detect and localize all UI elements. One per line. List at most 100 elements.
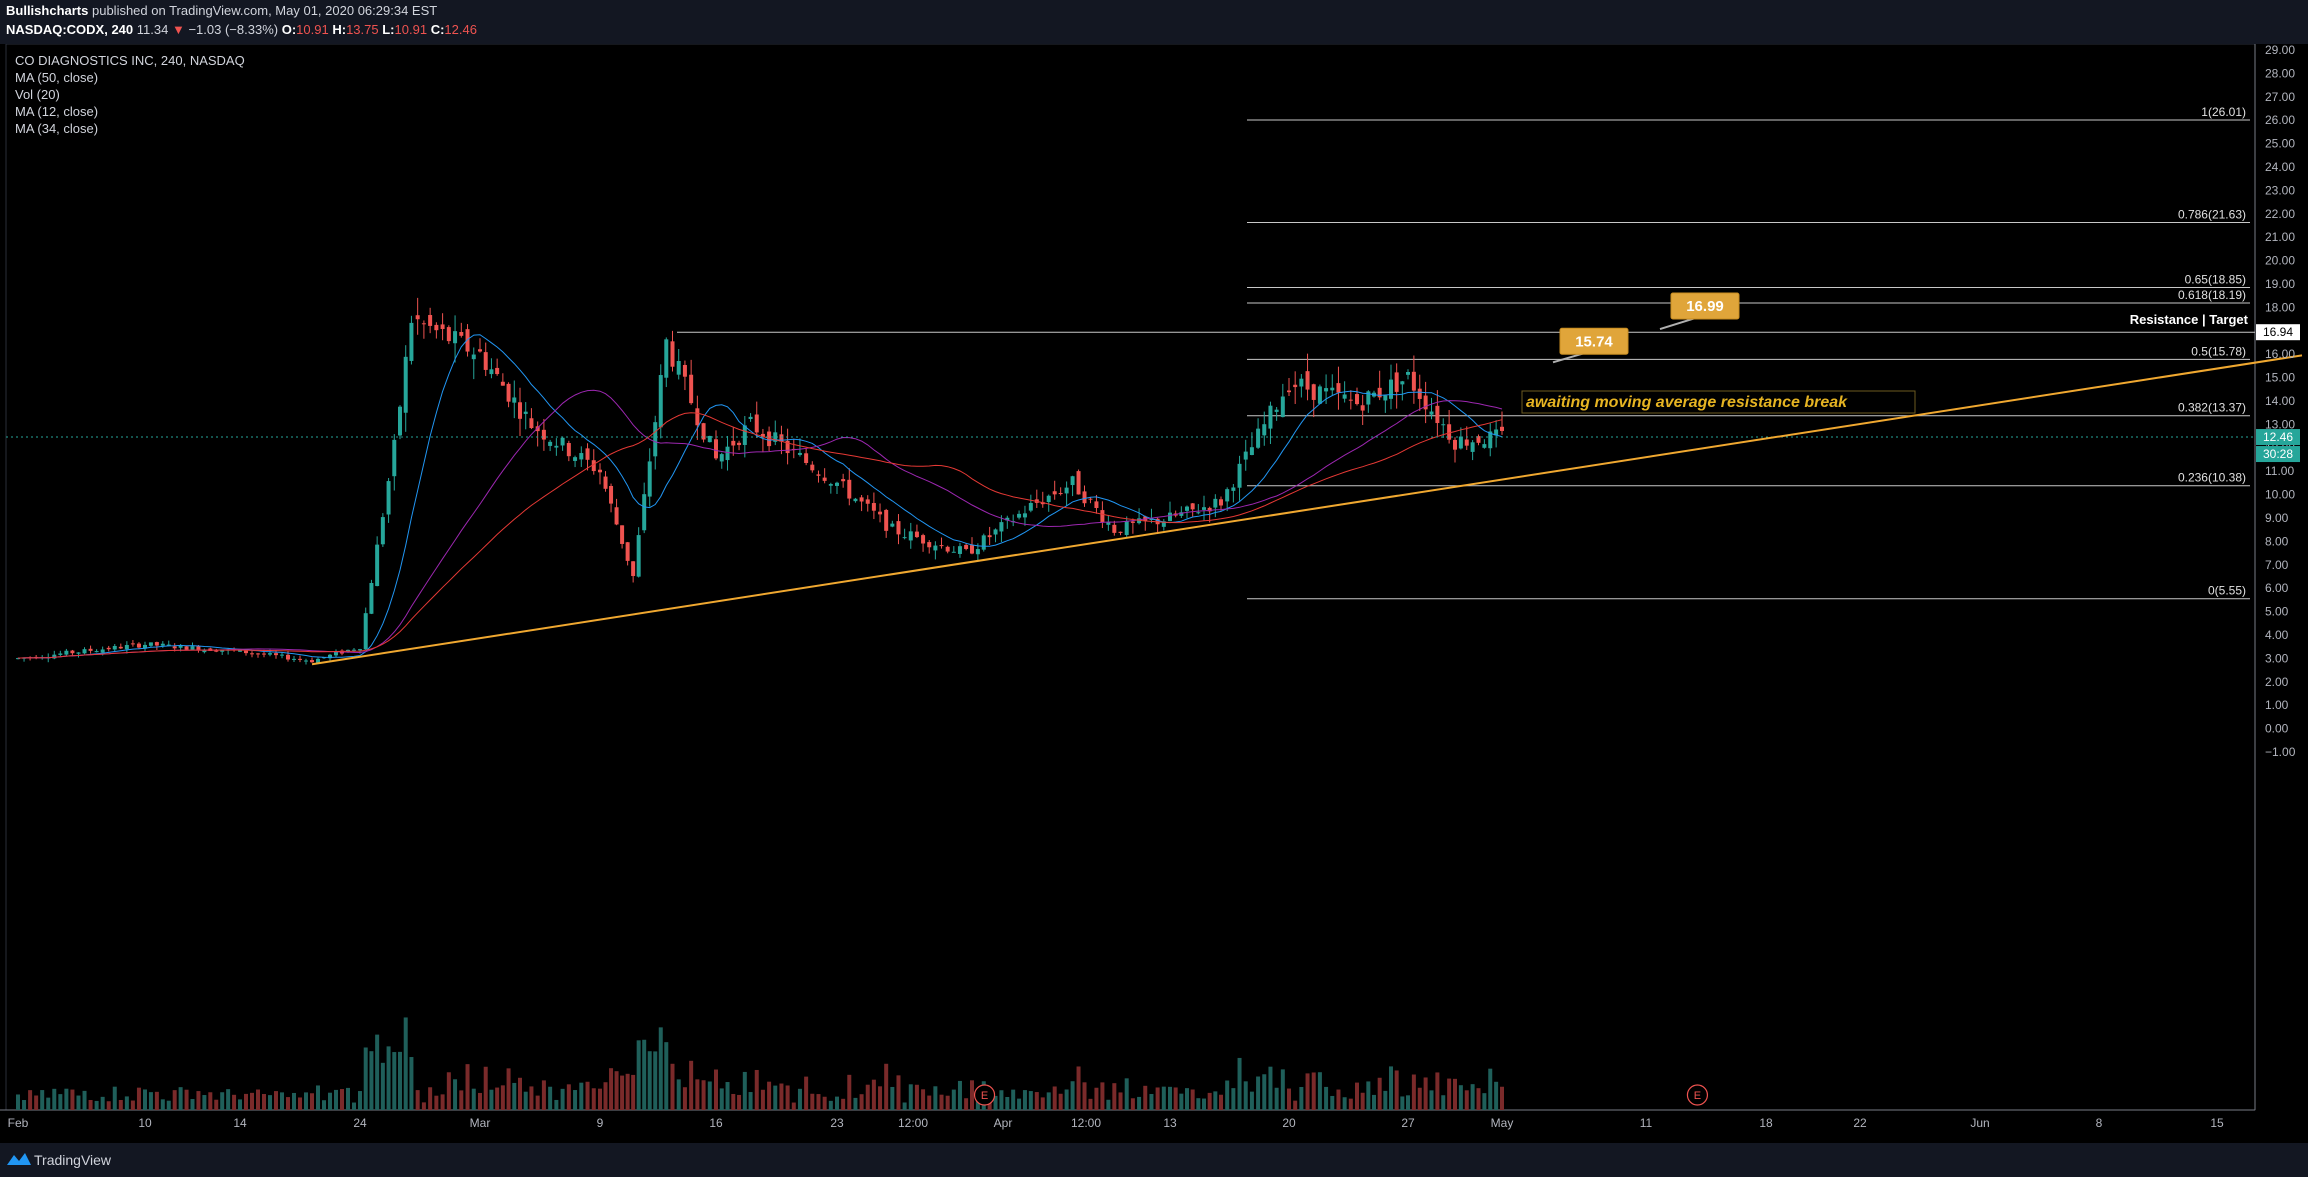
author-name[interactable]: Bullishcharts [6, 3, 89, 18]
candle-body [1458, 436, 1463, 449]
candle-body [631, 561, 636, 577]
high-value: 13.75 [346, 22, 379, 37]
price-callout[interactable] [1670, 292, 1740, 320]
candle-body [1022, 513, 1027, 518]
volume-bar [409, 1057, 414, 1110]
candle-body [523, 411, 528, 414]
last-price-text: 12.46 [2263, 430, 2293, 444]
candle-body [1441, 424, 1446, 426]
volume-bar [1231, 1088, 1236, 1110]
volume-bar [890, 1086, 895, 1110]
volume-bar [483, 1066, 488, 1110]
candle-body [506, 383, 511, 402]
candle-body [375, 544, 380, 587]
volume-bar [380, 1062, 385, 1110]
volume-bar [1225, 1080, 1230, 1110]
volume-bar [1311, 1072, 1316, 1110]
candle-body [316, 658, 320, 664]
volume-bar [1355, 1082, 1359, 1110]
price-axis[interactable]: 29.00 28.00 27.00 26.00 25.00 24.00 23.00 22.00… [2256, 44, 2300, 759]
candle-body [548, 441, 553, 446]
low-label: L: [382, 22, 395, 37]
price-tick-label: 15.00 [2265, 371, 2295, 385]
volume-bar [742, 1071, 747, 1110]
volume-bar [226, 1089, 231, 1110]
fib-label: 1(26.01) [2201, 105, 2246, 119]
candle-body [1342, 394, 1347, 399]
volume-bar [701, 1080, 706, 1110]
candle-body [112, 645, 117, 650]
price-callout[interactable] [1559, 327, 1629, 355]
volume-bar [512, 1082, 517, 1110]
volume-bar [465, 1064, 470, 1110]
volume-bar [304, 1092, 308, 1110]
candle-body [453, 331, 458, 344]
candle-body [1311, 384, 1316, 400]
volume-bar [428, 1087, 433, 1110]
price-tick-label: 29.00 [2265, 44, 2295, 57]
candle-body [1482, 444, 1487, 448]
price-tick-label: 11.00 [2265, 464, 2294, 478]
candle-body [1076, 471, 1081, 495]
volume-bar [250, 1092, 254, 1110]
volume-bar [22, 1100, 27, 1110]
volume-bar [1137, 1096, 1142, 1110]
symbol-label[interactable]: NASDAQ:CODX, 240 [6, 22, 134, 37]
volume-bar [1447, 1078, 1452, 1110]
volume-bar [471, 1088, 476, 1110]
volume-bars [16, 1017, 1504, 1110]
price-chart[interactable]: 1(26.01) 0.786(21.63) 0.65(18.85)0.618(18.… [0, 44, 2308, 1143]
tradingview-logo-icon[interactable] [6, 1151, 32, 1167]
candle-body [1262, 424, 1267, 436]
candle-body [1406, 372, 1410, 375]
candle-body [1149, 519, 1154, 521]
candle-body [292, 658, 296, 660]
candle-body [1423, 395, 1428, 410]
volume-bar [328, 1092, 332, 1110]
volume-bar [1330, 1095, 1335, 1110]
candle-body [908, 531, 913, 541]
volume-bar [334, 1089, 338, 1110]
volume-bar [554, 1099, 559, 1110]
candle-body [1017, 513, 1022, 518]
price-tick-label: 16.00 [2265, 347, 2295, 361]
candle-body [975, 549, 980, 555]
candle-body [478, 349, 482, 352]
price-tick-label: 14.00 [2265, 394, 2295, 408]
price-tick-label: 21.00 [2265, 230, 2295, 244]
annotation-box[interactable] [1521, 390, 1916, 414]
candle-body [1137, 518, 1142, 524]
ascending-trendline[interactable] [311, 354, 2303, 666]
candle-body [890, 523, 895, 527]
candle-body [471, 354, 476, 360]
candle-body [1476, 436, 1481, 443]
volume-bar [859, 1094, 864, 1110]
candle-body [495, 367, 500, 375]
earnings-marker-label: E [981, 1090, 988, 1102]
time-axis[interactable]: Feb 10 14 24 Mar 9 16 23 12:00 Apr 12:00 13 20 27 May 1… [8, 1084, 2224, 1130]
fib-retracement[interactable]: 1(26.01) 0.786(21.63) 0.65(18.85)0.618(18.… [1247, 105, 2250, 600]
volume-bar [1336, 1089, 1341, 1110]
volume-bar [647, 1051, 652, 1110]
volume-bar [523, 1091, 528, 1110]
brand-label[interactable]: TradingView [34, 1152, 112, 1168]
drawings[interactable]: Resistance | Target 15.74 16.99 awaiting mo… [6, 292, 2303, 666]
volume-bar [1064, 1089, 1069, 1110]
volume-bar [964, 1098, 969, 1110]
candle-body [136, 643, 141, 648]
candle-body [939, 545, 944, 547]
volume-bar [902, 1102, 907, 1110]
earnings-marker-icon[interactable] [1686, 1084, 1709, 1106]
candle-body [625, 542, 630, 561]
volume-bar [579, 1082, 584, 1110]
volume-bar [58, 1094, 63, 1110]
candle-body [1168, 512, 1172, 522]
volume-bar [112, 1086, 117, 1110]
candle-body [878, 511, 883, 515]
candle-body [1453, 439, 1457, 450]
candle-body [1058, 493, 1063, 495]
countdown-tag [2256, 446, 2300, 463]
candle-body [1118, 531, 1123, 533]
earnings-marker-icon[interactable] [973, 1084, 996, 1106]
candle-body [1161, 521, 1166, 527]
